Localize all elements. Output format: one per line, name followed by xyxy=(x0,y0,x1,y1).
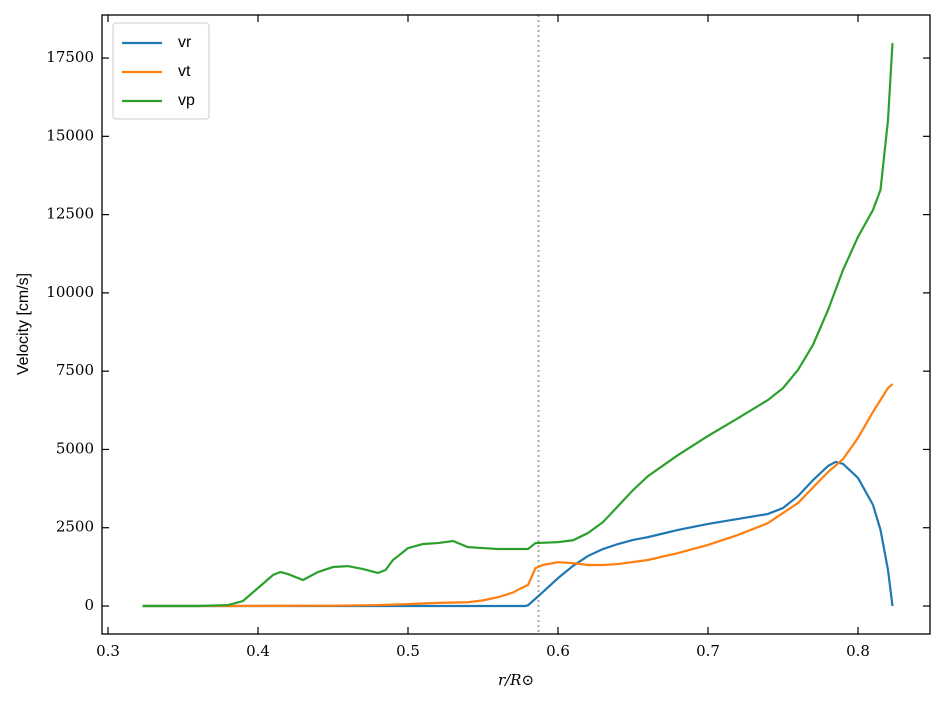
x-tick-label: 0.4 xyxy=(246,642,270,660)
x-tick-label: 0.5 xyxy=(396,642,420,660)
x-tick-label: 0.7 xyxy=(696,642,720,660)
line-series xyxy=(142,460,894,608)
y-tick-label: 0 xyxy=(84,596,94,614)
legend-label: vt xyxy=(178,63,191,80)
y-tick-label: 2500 xyxy=(56,518,94,536)
legend-label: vr xyxy=(178,34,192,51)
y-tick-label: 15000 xyxy=(46,126,94,144)
line-series xyxy=(142,383,894,608)
y-tick-label: 10000 xyxy=(46,283,94,301)
y-tick-label: 17500 xyxy=(46,48,94,66)
y-tick-label: 7500 xyxy=(56,361,94,379)
x-tick-label: 0.6 xyxy=(546,642,570,660)
y-tick-label: 5000 xyxy=(56,439,94,457)
x-axis-label: r/R⊙ xyxy=(498,671,534,689)
x-tick-label: 0.8 xyxy=(846,642,870,660)
legend-label: vp xyxy=(178,92,195,109)
x-tick-label: 0.3 xyxy=(96,642,120,660)
y-axis-label: Velocity [cm/s] xyxy=(15,273,32,375)
plot-frame xyxy=(101,14,931,635)
y-tick-label: 12500 xyxy=(46,205,94,223)
line-series xyxy=(142,42,894,608)
